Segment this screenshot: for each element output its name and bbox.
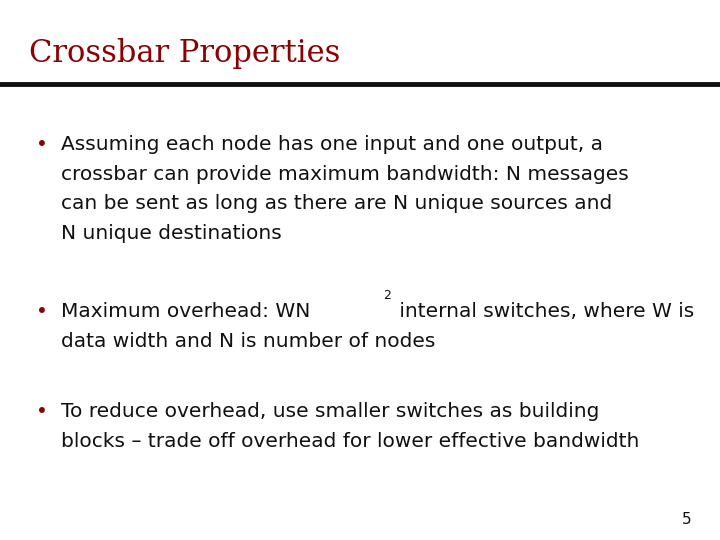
Text: N unique destinations: N unique destinations — [61, 224, 282, 243]
Text: 2: 2 — [383, 289, 391, 302]
Text: •: • — [36, 402, 48, 421]
Text: •: • — [36, 302, 48, 321]
Text: data width and N is number of nodes: data width and N is number of nodes — [61, 332, 436, 351]
Text: internal switches, where W is: internal switches, where W is — [393, 302, 694, 321]
Text: Crossbar Properties: Crossbar Properties — [29, 38, 340, 69]
Text: crossbar can provide maximum bandwidth: N messages: crossbar can provide maximum bandwidth: … — [61, 165, 629, 184]
Text: Assuming each node has one input and one output, a: Assuming each node has one input and one… — [61, 135, 603, 154]
Text: To reduce overhead, use smaller switches as building: To reduce overhead, use smaller switches… — [61, 402, 600, 421]
Text: •: • — [36, 135, 48, 154]
Text: 5: 5 — [682, 511, 691, 526]
Text: can be sent as long as there are N unique sources and: can be sent as long as there are N uniqu… — [61, 194, 613, 213]
Text: blocks – trade off overhead for lower effective bandwidth: blocks – trade off overhead for lower ef… — [61, 432, 639, 451]
Text: Maximum overhead: WN: Maximum overhead: WN — [61, 302, 310, 321]
